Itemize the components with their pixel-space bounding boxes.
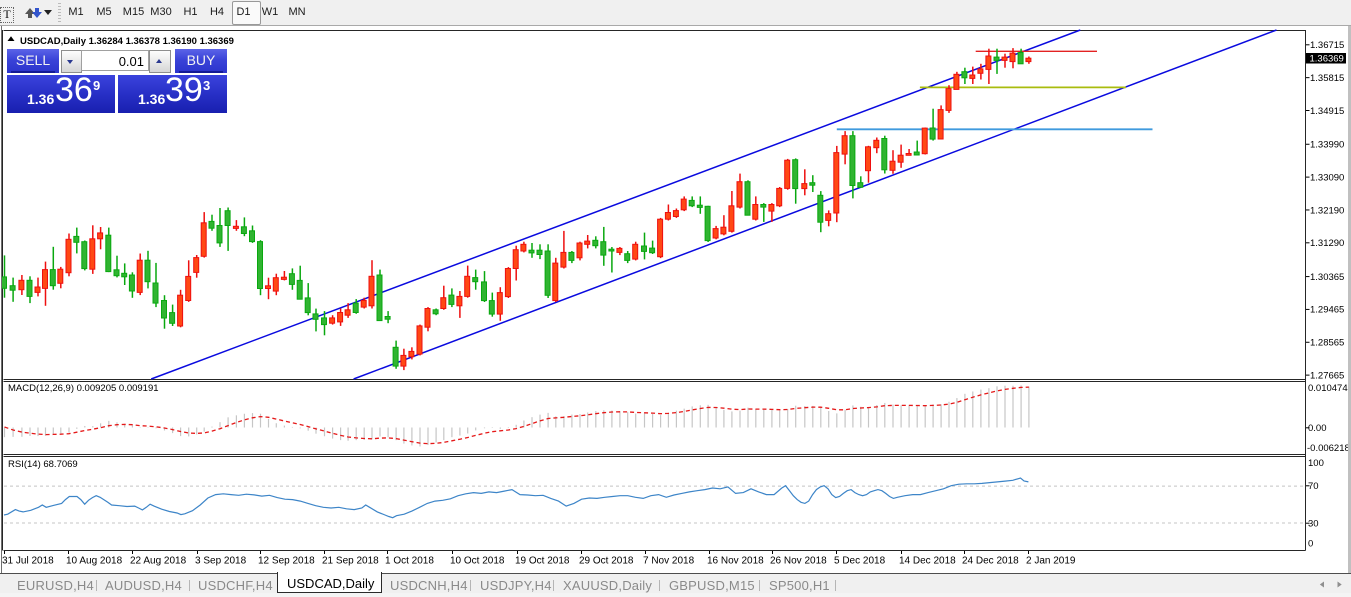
svg-text:16 Nov 2018: 16 Nov 2018 — [707, 556, 764, 567]
svg-text:1.36715: 1.36715 — [1310, 40, 1344, 51]
svg-text:1.32190: 1.32190 — [1310, 205, 1344, 216]
svg-text:12 Sep 2018: 12 Sep 2018 — [258, 556, 315, 567]
svg-text:29 Oct 2018: 29 Oct 2018 — [579, 556, 634, 567]
svg-text:1.36369: 1.36369 — [1310, 53, 1344, 64]
svg-text:19 Oct 2018: 19 Oct 2018 — [515, 556, 570, 567]
svg-text:10 Oct 2018: 10 Oct 2018 — [450, 556, 505, 567]
svg-text:1 Oct 2018: 1 Oct 2018 — [385, 556, 434, 567]
svg-text:24 Dec 2018: 24 Dec 2018 — [962, 556, 1019, 567]
svg-text:1.28565: 1.28565 — [1310, 338, 1344, 349]
svg-text:1.29465: 1.29465 — [1310, 305, 1344, 316]
svg-text:USDCAD,Daily 1.36284 1.36378: USDCAD,Daily 1.36284 1.36378 1.36190 1.3… — [20, 36, 234, 47]
svg-text:0.00: 0.00 — [1308, 423, 1327, 434]
svg-text:70: 70 — [1308, 481, 1319, 492]
svg-text:5 Dec 2018: 5 Dec 2018 — [834, 556, 886, 567]
svg-text:0.010474: 0.010474 — [1308, 383, 1348, 394]
svg-text:21 Sep 2018: 21 Sep 2018 — [322, 556, 379, 567]
svg-text:MACD(12,26,9) 0.009205 0.00919: MACD(12,26,9) 0.009205 0.009191 — [8, 383, 159, 394]
svg-text:-0.006218: -0.006218 — [1307, 443, 1350, 454]
svg-text:1.30365: 1.30365 — [1310, 272, 1344, 283]
svg-text:100: 100 — [1308, 458, 1324, 469]
svg-text:26 Nov 2018: 26 Nov 2018 — [770, 556, 827, 567]
svg-text:1.34915: 1.34915 — [1310, 106, 1344, 117]
svg-text:31 Jul 2018: 31 Jul 2018 — [2, 556, 54, 567]
svg-text:7 Nov 2018: 7 Nov 2018 — [643, 556, 695, 567]
svg-text:1.33990: 1.33990 — [1310, 140, 1344, 151]
svg-text:0: 0 — [1308, 539, 1313, 550]
svg-text:14 Dec 2018: 14 Dec 2018 — [899, 556, 956, 567]
svg-text:30: 30 — [1308, 519, 1319, 530]
svg-text:3 Sep 2018: 3 Sep 2018 — [195, 556, 247, 567]
svg-text:2 Jan 2019: 2 Jan 2019 — [1026, 556, 1076, 567]
svg-text:1.27665: 1.27665 — [1310, 370, 1344, 381]
svg-text:RSI(14) 68.7069: RSI(14) 68.7069 — [8, 459, 78, 470]
svg-text:1.33090: 1.33090 — [1310, 172, 1344, 183]
svg-text:1.31290: 1.31290 — [1310, 238, 1344, 249]
svg-text:10 Aug 2018: 10 Aug 2018 — [66, 556, 123, 567]
svg-text:22 Aug 2018: 22 Aug 2018 — [130, 556, 187, 567]
svg-text:1.35815: 1.35815 — [1310, 73, 1344, 84]
